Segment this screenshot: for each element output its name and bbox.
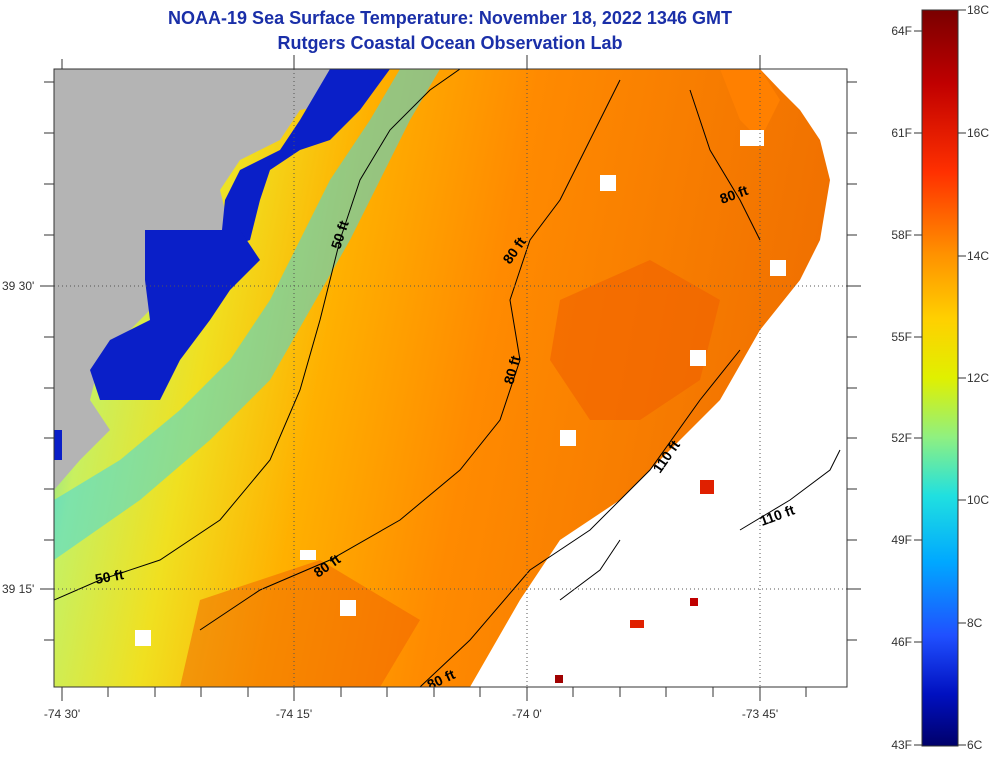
- contour-80ft: [199, 79, 621, 631]
- land-mass: [54, 69, 370, 490]
- colorbar-c-label: 18C: [967, 3, 989, 17]
- colorbar-f-label: 43F: [891, 738, 912, 752]
- colorbar-c-label: 16C: [967, 126, 989, 140]
- colorbar-c-label: 8C: [967, 616, 983, 630]
- colorbar-f-label: 58F: [891, 228, 912, 242]
- no-data-region: [470, 69, 847, 687]
- map-title: NOAA-19 Sea Surface Temperature: Novembe…: [168, 8, 732, 28]
- lat-label: 39 15': [2, 582, 34, 596]
- colorbar-c-label: 14C: [967, 249, 989, 263]
- tick-marks: [40, 55, 861, 701]
- graticule: [54, 69, 847, 687]
- contour-110ft-b: [739, 449, 841, 531]
- colorbar-f-label: 55F: [891, 330, 912, 344]
- lat-label: 39 30': [2, 279, 34, 293]
- contour-label: 80 ft: [500, 354, 523, 386]
- colorbar: [921, 9, 959, 747]
- contour-label: 50 ft: [94, 566, 125, 587]
- map-subtitle: Rutgers Coastal Ocean Observation Lab: [277, 33, 623, 53]
- map-frame: [53, 68, 848, 688]
- colorbar-c-label: 10C: [967, 493, 989, 507]
- colorbar-c-label: 6C: [967, 738, 983, 752]
- lon-label: -74 30': [44, 707, 80, 721]
- lon-label: -74 15': [276, 707, 312, 721]
- contour-110ft-a: [419, 349, 741, 687]
- lon-label: -73 45': [742, 707, 778, 721]
- colorbar-c-label: 12C: [967, 371, 989, 385]
- lon-label: -74 0': [512, 707, 542, 721]
- colorbar-f-label: 61F: [891, 126, 912, 140]
- colorbar-f-label: 64F: [891, 24, 912, 38]
- colorbar-f-label: 52F: [891, 431, 912, 445]
- colorbar-f-label: 49F: [891, 533, 912, 547]
- colorbar-f-label: 46F: [891, 635, 912, 649]
- contour-50ft: [54, 69, 461, 601]
